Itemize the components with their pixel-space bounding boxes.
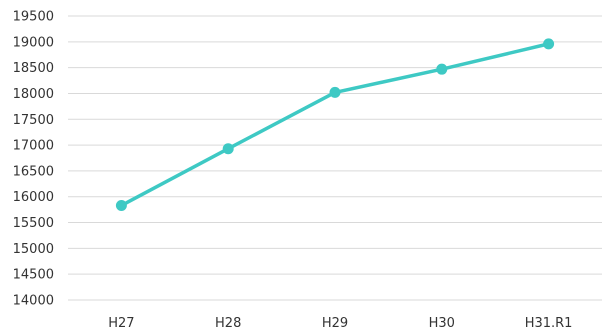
y-tick-label: 14000 xyxy=(13,294,54,309)
data-point-h29 xyxy=(329,86,341,98)
x-tick-label: H29 xyxy=(322,316,348,331)
y-tick-label: 18000 xyxy=(13,87,54,102)
data-point-h28 xyxy=(222,143,234,155)
y-tick-label: 15000 xyxy=(13,242,54,257)
data-point-h31-r1 xyxy=(543,38,555,50)
data-point-h27 xyxy=(115,200,127,212)
x-axis-tick-labels: H27 H28 H29 H30 H31.R1 xyxy=(108,316,572,331)
x-tick-label: H30 xyxy=(429,316,455,331)
y-tick-label: 16000 xyxy=(13,190,54,205)
y-tick-label: 19500 xyxy=(13,10,54,25)
y-tick-label: 14500 xyxy=(13,268,54,283)
y-tick-label: 17500 xyxy=(13,113,54,128)
data-point-h30 xyxy=(436,63,448,75)
x-tick-label: H31.R1 xyxy=(525,316,573,331)
y-tick-label: 15500 xyxy=(13,216,54,231)
y-tick-label: 16500 xyxy=(13,164,54,179)
series-line-group xyxy=(115,38,555,212)
y-tick-label: 18500 xyxy=(13,61,54,76)
y-axis-tick-labels: 19500 19000 18500 18000 17500 17000 16500 16000… xyxy=(13,10,54,309)
x-tick-label: H28 xyxy=(215,316,241,331)
y-tick-label: 19000 xyxy=(13,35,54,50)
gridlines xyxy=(68,15,602,301)
y-tick-label: 17000 xyxy=(13,139,54,154)
x-tick-label: H27 xyxy=(108,316,134,331)
